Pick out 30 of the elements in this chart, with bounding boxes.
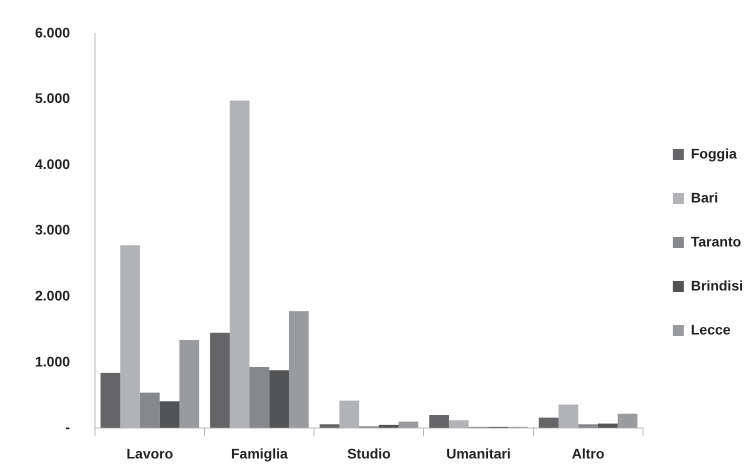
legend-label: Lecce [690,321,731,338]
bar [429,415,449,428]
y-tick-label: 2.000 [34,287,70,304]
legend-label: Foggia [690,145,737,162]
bar [398,422,418,428]
legend-label: Taranto [690,233,742,250]
bar [250,367,270,428]
legend-label: Bari [690,189,718,206]
y-tick-label: 3.000 [34,222,70,238]
y-tick-label: - [65,419,70,436]
y-tick-label: 5.000 [34,90,70,106]
bar [538,418,559,428]
x-tick-label: Umanitari [446,445,511,462]
bar [179,340,200,428]
y-tick-label: 1.000 [34,353,70,370]
legend-label: Brindisi [690,277,744,294]
bar [160,401,180,428]
bar [618,414,638,428]
x-tick-label: Famiglia [230,445,288,462]
x-tick-label: Altro [572,445,604,462]
y-tick-label: 4.000 [34,156,70,172]
bar [288,311,309,428]
x-tick-label: Lavoro [126,445,174,462]
y-tick-label: 6.000 [34,24,70,40]
bar [269,370,289,428]
bar [210,332,230,428]
x-tick-label: Studio [347,445,391,462]
bar [100,372,120,428]
bar [140,392,160,428]
bar [598,424,618,428]
